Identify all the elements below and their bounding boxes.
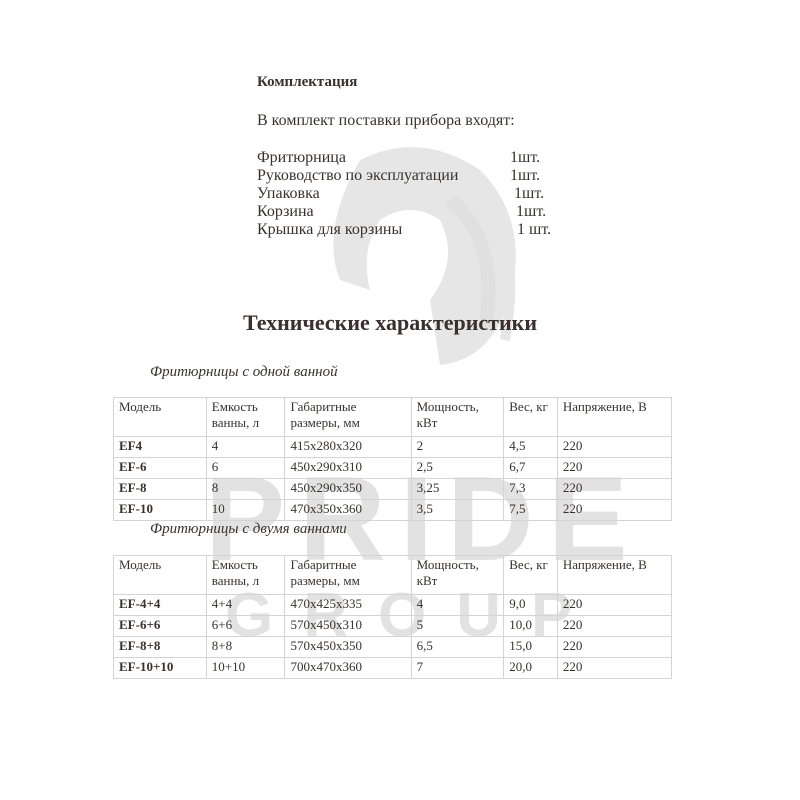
model-cell: EF-6+6: [113, 615, 207, 637]
table-cell: 4,5: [503, 436, 558, 458]
model-cell: EF-4+4: [113, 594, 207, 616]
model-cell: EF-10+10: [113, 657, 207, 679]
specs-title: Технические характеристики: [242, 310, 538, 335]
single-bath-table: Модель Емкость ванны, л Габаритные размеры…: [113, 397, 673, 521]
table-row: EF-6 6 450x290x310 2,5 6,7 220: [113, 457, 673, 479]
column-header: Модель: [113, 397, 207, 437]
column-header: Модель: [113, 555, 207, 595]
table-cell: 220: [556, 657, 673, 679]
table-cell: 220: [556, 436, 673, 458]
package-item: Фритюрница: [257, 149, 346, 166]
package-qty: 1шт.: [510, 167, 541, 184]
table-cell: 450x290x310: [284, 457, 412, 479]
table-row: EF-10 10 470x350x360 3,5 7,5 220: [113, 499, 673, 521]
table-cell: 470x350x360: [284, 499, 412, 521]
table-cell: 6,5: [410, 636, 505, 658]
column-header: Габаритные размеры, мм: [284, 555, 412, 595]
model-cell: EF-6: [113, 457, 207, 479]
table-cell: 5: [410, 615, 505, 637]
table-row: EF-10+10 10+10 700x470x360 7 20,0 220: [113, 657, 673, 679]
model-cell: EF4: [113, 436, 207, 458]
table-cell: 220: [556, 499, 673, 521]
table-cell: 220: [556, 478, 673, 500]
column-header: Напряжение, В: [556, 397, 673, 437]
table-cell: 10,0: [503, 615, 558, 637]
table-row: EF4 4 415x280x320 2 4,5 220: [113, 436, 673, 458]
column-header: Мощность, кВт: [410, 555, 505, 595]
lion-watermark-logo: [333, 147, 516, 365]
table-cell: 9,0: [503, 594, 558, 616]
table-cell: 7,3: [503, 478, 558, 500]
package-qty: 1шт.: [516, 203, 547, 220]
column-header: Емкость ванны, л: [205, 555, 286, 595]
table-cell: 8: [205, 478, 286, 500]
column-header: Емкость ванны, л: [205, 397, 286, 437]
table-cell: 10: [205, 499, 286, 521]
table-cell: 3,5: [410, 499, 505, 521]
package-item: Крышка для корзины: [257, 221, 403, 238]
table-cell: 570x450x350: [284, 636, 412, 658]
table-cell: 220: [556, 457, 673, 479]
column-header: Габаритные размеры, мм: [284, 397, 412, 437]
table-cell: 415x280x320: [284, 436, 412, 458]
column-header: Напряжение, В: [556, 555, 673, 595]
table-cell: 4: [410, 594, 505, 616]
table-cell: 220: [556, 594, 673, 616]
table-cell: 10+10: [205, 657, 286, 679]
table-row: EF-4+4 4+4 470x425x335 4 9,0 220: [113, 594, 673, 616]
table-row: EF-8 8 450x290x350 3,25 7,3 220: [113, 478, 673, 500]
table-cell: 7: [410, 657, 505, 679]
table-cell: 15,0: [503, 636, 558, 658]
table-cell: 4+4: [205, 594, 286, 616]
double-bath-table: Модель Емкость ванны, л Габаритные размеры…: [113, 555, 673, 679]
column-header: Вес, кг: [503, 555, 558, 595]
table-cell: 6: [205, 457, 286, 479]
table-cell: 2: [410, 436, 505, 458]
package-qty: 1шт.: [514, 185, 545, 202]
table-cell: 220: [556, 636, 673, 658]
table-cell: 700x470x360: [284, 657, 412, 679]
table-header-row: Модель Емкость ванны, л Габаритные размеры…: [113, 397, 673, 437]
table-cell: 8+8: [205, 636, 286, 658]
table-header-row: Модель Емкость ванны, л Габаритные размеры…: [113, 555, 673, 595]
table-cell: 7,5: [503, 499, 558, 521]
table-cell: 3,25: [410, 478, 505, 500]
model-cell: EF-8+8: [113, 636, 207, 658]
table-cell: 2,5: [410, 457, 505, 479]
table-cell: 470x425x335: [284, 594, 412, 616]
single-bath-subtitle: Фритюрницы с одной ванной: [150, 364, 338, 380]
package-item: Упаковка: [257, 185, 320, 202]
package-title: Комплектация: [257, 74, 358, 90]
package-qty: 1шт.: [510, 149, 541, 166]
table-cell: 6+6: [205, 615, 286, 637]
package-item: Руководство по эксплуатации: [257, 167, 459, 184]
double-bath-subtitle: Фритюрницы с двумя ваннами: [150, 521, 347, 537]
table-cell: 570x450x310: [284, 615, 412, 637]
column-header: Вес, кг: [503, 397, 558, 437]
table-cell: 20,0: [503, 657, 558, 679]
table-row: EF-6+6 6+6 570x450x310 5 10,0 220: [113, 615, 673, 637]
model-cell: EF-8: [113, 478, 207, 500]
table-cell: 4: [205, 436, 286, 458]
column-header: Мощность, кВт: [410, 397, 505, 437]
table-cell: 220: [556, 615, 673, 637]
model-cell: EF-10: [113, 499, 207, 521]
package-intro: В комплект поставки прибора входят:: [257, 112, 515, 129]
table-cell: 6,7: [503, 457, 558, 479]
table-row: EF-8+8 8+8 570x450x350 6,5 15,0 220: [113, 636, 673, 658]
package-qty: 1 шт.: [517, 221, 552, 238]
table-cell: 450x290x350: [284, 478, 412, 500]
package-item: Корзина: [257, 203, 314, 220]
